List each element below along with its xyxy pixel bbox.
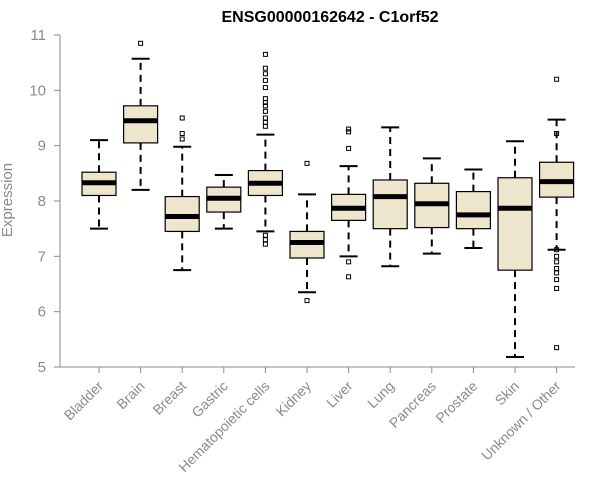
box-group [455,168,491,250]
outlier-point [346,129,352,135]
outlier-point [554,277,560,283]
outlier-point [554,259,560,265]
box-group [206,173,242,230]
category-label: Prostate [432,378,480,426]
box-iqr [372,179,408,230]
outlier-point [262,85,268,91]
box-group [81,139,117,230]
y-tick-label: 10 [29,82,46,99]
outlier-point [262,108,268,114]
y-tick-label: 11 [30,27,46,44]
box-group [372,126,408,268]
outlier-point [346,274,352,280]
boxes [81,40,575,359]
outlier-point [346,259,352,265]
box-group [414,157,450,255]
outlier-point [554,130,560,136]
box-group [538,76,575,351]
category-label: Brain [113,378,147,412]
outlier-point [554,247,560,253]
box-iqr [497,177,533,271]
outlier-point [262,103,268,109]
y-tick-label: 7 [38,248,46,265]
outlier-point [262,232,268,238]
y-tick-label: 6 [38,304,46,321]
outlier-point [262,241,268,247]
y-tick-label: 5 [38,359,46,376]
outlier-point [554,266,560,272]
outlier-point [262,65,268,71]
category-label: Unknown / Other [478,378,564,464]
box-group [497,140,533,359]
box-group [331,126,367,280]
outlier-point [262,237,268,243]
box-group [289,160,325,304]
box-iqr [122,105,159,144]
outlier-point [554,345,560,351]
outlier-point [179,130,185,136]
y-axis-label: Expression [0,163,16,237]
box-iqr [455,190,491,230]
outlier-point [262,96,268,102]
category-label: Kidney [273,378,315,420]
chart-title: ENSG00000162642 - C1orf52 [221,9,438,26]
axes: 5 6 7 8 9 10 11 [29,27,575,376]
outlier-point [262,77,268,83]
outlier-point [346,126,352,132]
outlier-point [262,71,268,77]
category-label: Breast [149,378,189,418]
outlier-point [262,115,268,121]
outlier-point [554,253,560,259]
outlier-point [304,298,310,304]
category-label: Liver [323,378,356,411]
outlier-point [138,40,144,46]
outlier-point [554,270,560,276]
outlier-point [179,115,185,121]
y-tick-label: 9 [38,138,46,155]
outlier-point [304,160,310,166]
category-label: Lung [364,378,397,411]
category-label: Skin [492,378,523,409]
outlier-point [179,136,185,142]
outlier-point [554,285,560,291]
box-group [247,51,283,247]
outlier-point [262,51,268,57]
outlier-point [554,76,560,82]
box-group [122,40,159,191]
y-tick-label: 8 [38,193,46,210]
outlier-point [346,145,352,151]
category-label: Bladder [61,378,107,424]
box-group [164,115,200,272]
